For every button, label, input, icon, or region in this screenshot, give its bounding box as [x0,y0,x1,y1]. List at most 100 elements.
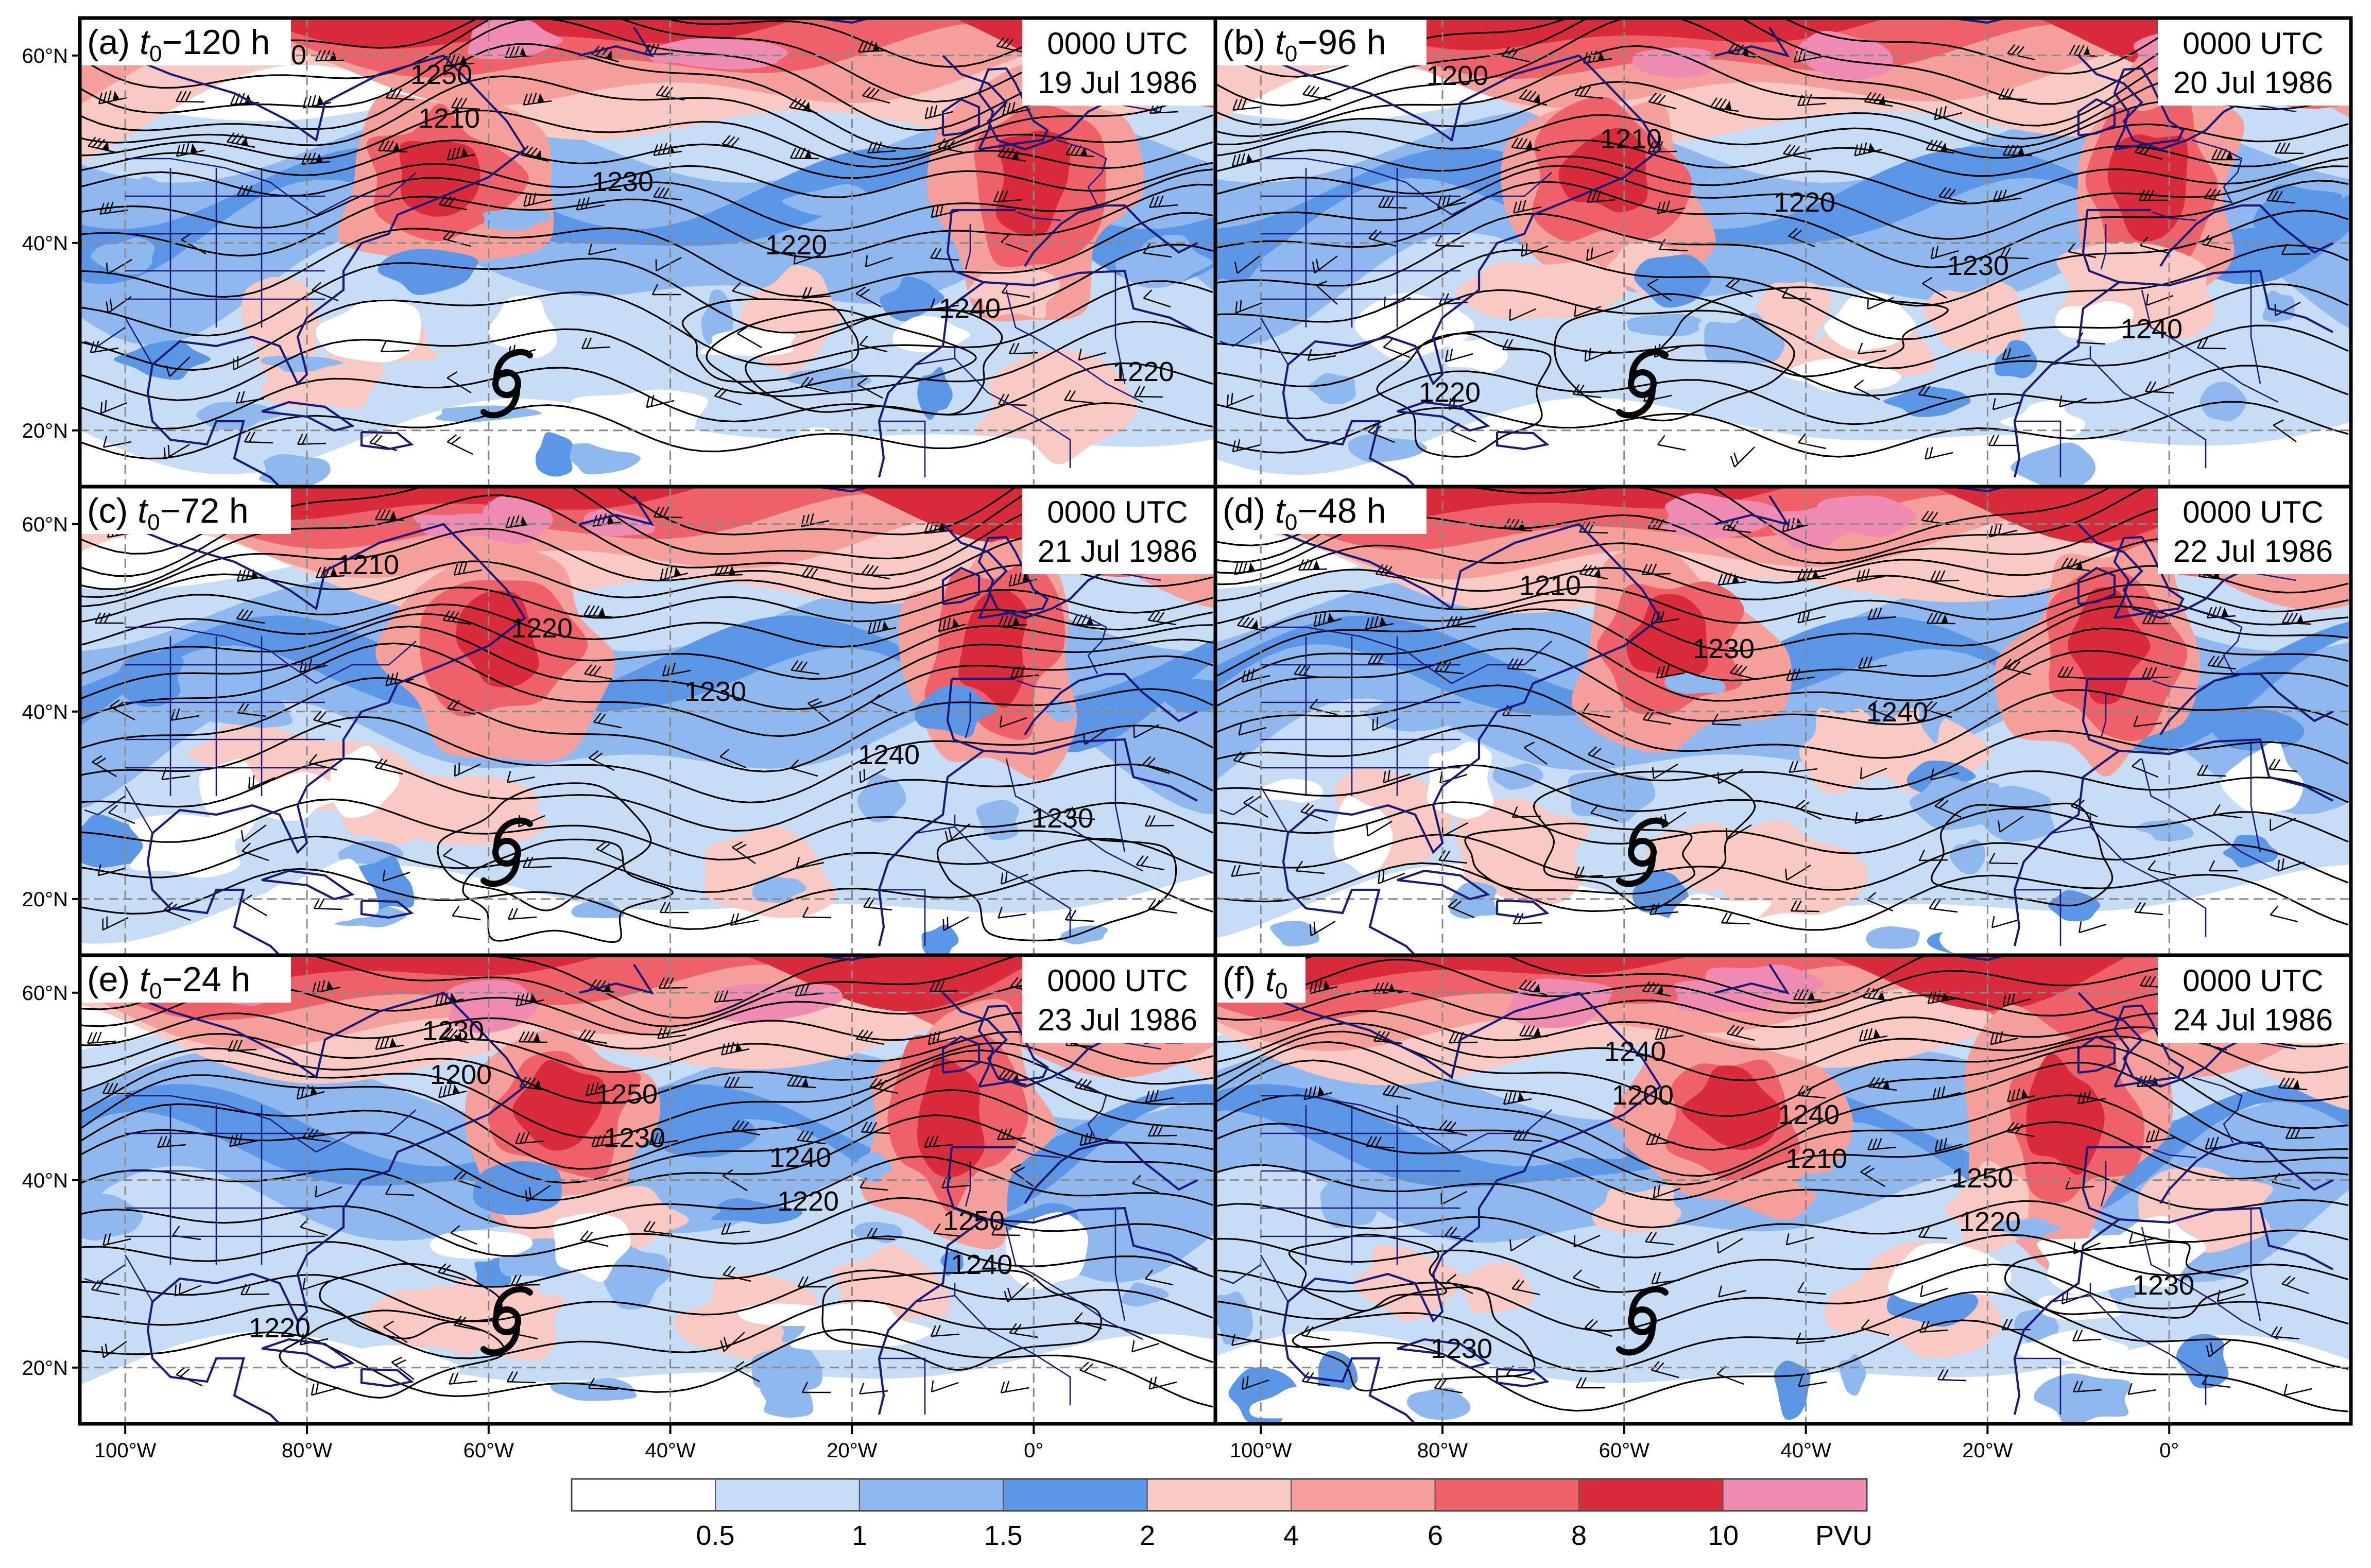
wind-barb [584,664,613,680]
wind-barb [1590,804,1619,822]
wind-barb [801,376,830,393]
colorbar-tick-label: 6 [1428,1520,1443,1551]
wind-barb [1519,1025,1549,1038]
wind-barb [1725,824,1752,840]
pv-blob-blue [1949,839,1985,875]
wind-barb [450,1225,477,1245]
wind-barb [525,1184,551,1202]
timestamp-time: 0000 UTC [2183,495,2323,529]
wind-barb [240,824,267,842]
wind-barb [1867,607,1897,621]
height-contour [1215,595,2349,652]
pv-blob-white [2038,1295,2121,1321]
wind-barb [1233,561,1263,575]
wind-barb [732,841,756,865]
pv-blob-white [489,296,557,358]
wind-barb [442,848,470,868]
wind-barb [2285,1127,2315,1140]
wind-barb [593,713,622,729]
wind-barb [2281,1275,2309,1295]
wind-barb [382,869,410,882]
height-contour [1215,324,2349,397]
wind-barb [2213,804,2242,819]
pv-blob-blue [131,176,178,225]
trough-max [512,1060,605,1151]
wind-barb [1934,798,1962,818]
wind-barb [1572,384,1602,399]
wind-barb [1235,300,1263,314]
wind-barb [2007,44,2036,61]
pv-blob-blue [259,454,331,487]
wind-barb [446,147,476,161]
wind-barb [1133,386,1163,398]
wind-barb [161,768,191,780]
wind-barb [98,90,127,105]
wind-barb [1233,751,1262,768]
wind-barb [2147,860,2176,876]
wind-barb [1382,1084,1412,1100]
pv-blob-white [1354,292,1475,361]
wind-barb [1144,815,1174,827]
wind-barb [724,1076,753,1089]
contour-label: 1210 [337,549,399,580]
wind-barb [454,1316,483,1332]
pv-blob-blue [1906,216,2019,265]
height-contour [80,835,1213,893]
pv-blob-white [553,1213,631,1282]
colorbar-swatch [1146,1478,1292,1511]
wind-barb [1788,228,1815,248]
wind-barb [1926,139,1955,154]
lat-lon-grid [1215,487,2351,955]
timestamp-time: 0000 UTC [2183,26,2323,61]
wind-barb [522,856,552,869]
height-contour [1215,955,2349,1004]
wind-barb [446,434,473,455]
wind-barb [1309,920,1336,937]
wind-barb [1010,665,1040,679]
wind-barb [801,566,830,582]
wind-barb [1717,768,1744,784]
wind-barb [1920,1285,1948,1298]
wind-barb [296,1085,325,1100]
wind-barb [165,356,191,377]
wind-barb [1716,1237,1743,1254]
hurricane-icon [1616,1286,1669,1356]
wind-barb [1079,1132,1108,1146]
height-contour [1215,724,2349,790]
wind-barb [446,371,472,394]
wind-barb [996,37,1025,54]
wind-barb [720,1041,750,1056]
wind-barb [315,566,345,579]
wind-barb [1858,656,1887,669]
wind-barb [1730,446,1755,468]
wind-barb [1131,1340,1160,1353]
wind-barb [454,763,481,777]
wind-barb [1726,278,1753,298]
wind-barb [1313,612,1342,627]
wind-barb [2078,921,2107,934]
pv-blob-blue [1365,690,1456,732]
wind-barb [452,906,481,921]
wind-barb [1574,866,1604,878]
pv-blob [241,277,319,383]
coastlines [1219,487,2333,955]
wind-barb [1930,570,1960,582]
pv-band-10 [1338,18,2335,76]
pv-blob-blue [1797,1171,1852,1194]
height-contour [80,613,1213,680]
height-contour [1215,156,2349,205]
wind-barb [1782,518,1811,532]
wind-barb [942,916,969,931]
closed-contour [706,308,977,398]
wind-barb [1919,1321,1949,1333]
panel-timestamp: 0000 UTC 20 Jul 1986 [2158,18,2351,106]
wind-barb [1307,349,1336,361]
wind-barb [1232,439,1261,453]
panel-timestamp: 0000 UTC 19 Jul 1986 [1022,18,1215,106]
wind-barb [1001,871,1028,885]
lat-tick-label: 60°N [22,513,68,536]
contour-label: 1230 [2133,1270,2194,1301]
wind-barb [869,1078,898,1094]
panel-e: 1200 1230 1220 1240 1220 1230 1250 1240 1250 (e) … [80,955,1215,1424]
